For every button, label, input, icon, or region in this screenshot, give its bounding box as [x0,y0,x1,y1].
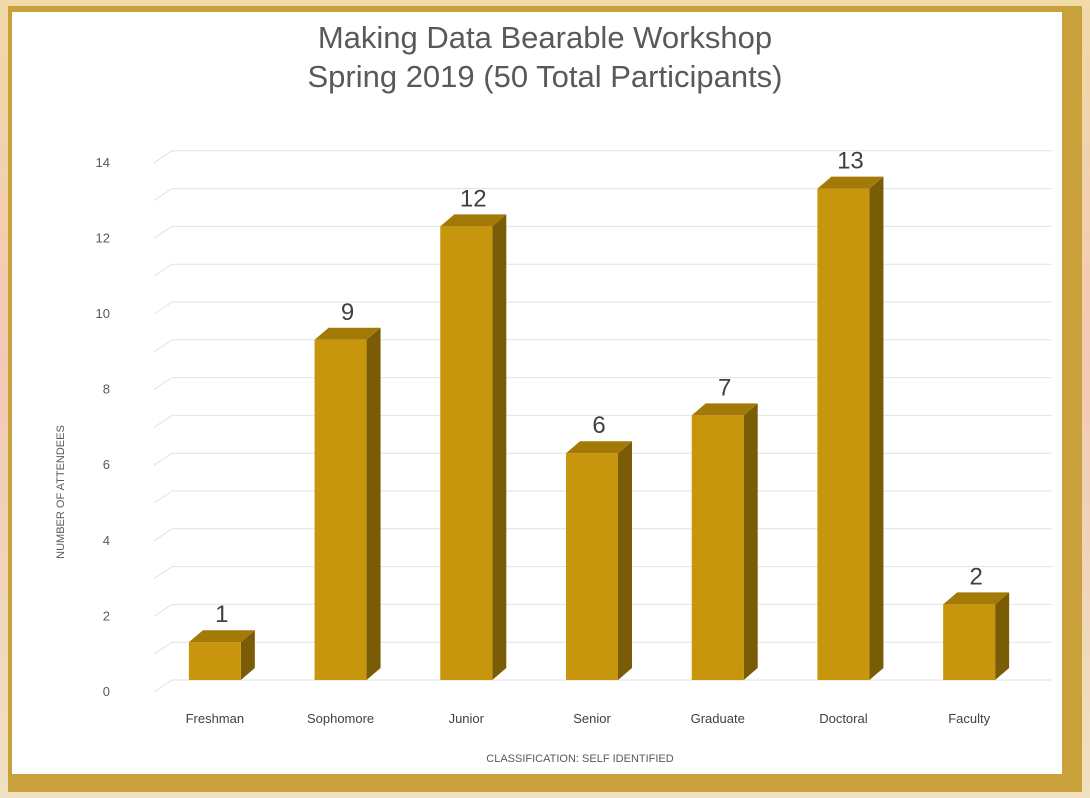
bar-senior [566,441,632,680]
bar-faculty [943,592,1010,680]
y-tick-label: 10 [96,306,110,321]
bar-side [995,592,1010,680]
gridline [153,377,1052,391]
gridline [153,490,1052,504]
bars [188,176,1010,680]
gridline [153,188,1052,202]
y-tick-label: 4 [103,533,110,548]
y-tick-label: 8 [103,382,110,397]
y-tick-label: 6 [103,457,110,472]
bar-side [240,630,255,680]
bar-graduate [691,403,758,680]
data-labels: 1 9 12 6 7 13 2 [215,148,983,629]
bar-front [691,415,744,680]
x-axis-title: CLASSIFICATION: SELF IDENTIFIED [486,753,673,765]
x-tick-label-graduate: Graduate [691,711,745,726]
x-tick-label-doctoral: Doctoral [819,711,868,726]
gridline [153,225,1052,239]
bar-front [188,642,241,680]
bar-doctoral [817,176,884,680]
gridline [153,452,1052,466]
gridlines [153,150,1052,693]
x-tick-label-senior: Senior [573,711,611,726]
gridline [153,414,1052,428]
bar-side [618,441,632,680]
bar-top [314,327,381,340]
bar-sophomore [314,327,381,680]
gridline [153,566,1052,580]
data-label-faculty: 2 [969,563,982,590]
data-label-freshman: 1 [215,601,228,628]
gridline [153,679,1052,693]
data-label-sophomore: 9 [341,299,354,326]
bar-top [691,403,758,416]
x-tick-label-sophomore: Sophomore [307,711,374,726]
bar-front [440,226,493,680]
bar-junior [440,214,507,680]
gridline [153,339,1052,353]
x-tick-label-freshman: Freshman [186,711,245,726]
bar-top [817,176,884,189]
bar-top [188,630,255,643]
bar-top [943,592,1010,605]
data-label-graduate: 7 [718,374,731,401]
y-tick-label: 2 [103,608,110,623]
gridline [153,301,1052,315]
x-axis-ticks: Freshman Sophomore Junior Senior Graduate Doc… [186,711,991,726]
data-label-junior: 12 [460,185,487,212]
bar-top [566,441,632,454]
bar-side [492,214,507,680]
chart-subtitle: Spring 2019 (50 Total Participants) [307,59,782,94]
bar-front [817,188,870,680]
y-tick-label: 12 [96,230,110,245]
y-axis-title: NUMBER OF ATTENDEES [55,425,67,559]
x-tick-label-junior: Junior [449,711,485,726]
bar-side [869,176,884,680]
gridline [153,150,1052,164]
gridline [153,263,1052,277]
bar-side [366,327,381,680]
chart-title: Making Data Bearable Workshop [318,20,772,55]
bar-side [743,403,758,680]
x-tick-label-faculty: Faculty [948,711,990,726]
y-tick-label: 0 [103,684,110,699]
bar-front [566,453,618,680]
bar-front [314,339,367,680]
bar-top [440,214,507,227]
bar-front [943,604,996,680]
chart-panel: Making Data Bearable Workshop Spring 201… [12,12,1062,774]
y-axis-ticks: 0 2 4 6 8 10 12 14 [96,155,110,699]
data-label-doctoral: 13 [837,148,864,175]
bar-chart: Making Data Bearable Workshop Spring 201… [55,20,1052,765]
gridline [153,603,1052,617]
gridline [153,641,1052,655]
data-label-senior: 6 [592,412,605,439]
gridline [153,528,1052,542]
bar-freshman [188,630,255,680]
y-tick-label: 14 [96,155,110,170]
